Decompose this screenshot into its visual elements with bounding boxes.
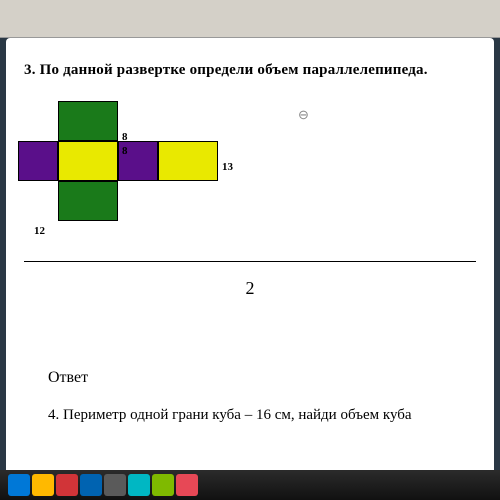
dimension-label-12: 12: [34, 225, 45, 237]
net-bottom-face: [58, 181, 118, 221]
page-number: 2: [24, 278, 476, 299]
browser-chrome: [0, 0, 500, 38]
problem3-number: 3.: [24, 62, 36, 78]
document-page: 3. По данной развертке определи объем па…: [6, 38, 494, 470]
taskbar-app-icon[interactable]: [104, 474, 126, 496]
net-back-face: [158, 141, 218, 181]
divider: [24, 261, 476, 262]
taskbar-app-icon[interactable]: [128, 474, 150, 496]
taskbar-app-icon[interactable]: [152, 474, 174, 496]
problem4-text: 4. Периметр одной грани куба – 16 см, на…: [48, 407, 476, 424]
taskbar-app-icon[interactable]: [8, 474, 30, 496]
net-top-face: [58, 101, 118, 141]
problem3-text: 3. По данной развертке определи объем па…: [24, 62, 476, 79]
taskbar-app-icon[interactable]: [56, 474, 78, 496]
magnify-icon[interactable]: ⊖: [298, 107, 309, 123]
dimension-label-13: 13: [222, 161, 233, 173]
taskbar-app-icon[interactable]: [80, 474, 102, 496]
taskbar[interactable]: [0, 470, 500, 500]
problem3-statement: По данной развертке определи объем парал…: [40, 62, 428, 78]
cuboid-net: 8 8 13 12 ⊖: [18, 101, 238, 231]
net-front-face: [58, 141, 118, 181]
taskbar-app-icon[interactable]: [32, 474, 54, 496]
taskbar-app-icon[interactable]: [176, 474, 198, 496]
dimension-label-8b: 8: [122, 145, 128, 157]
dimension-label-8a: 8: [122, 131, 128, 143]
answer-label: Ответ: [48, 369, 476, 387]
net-left-face: [18, 141, 58, 181]
